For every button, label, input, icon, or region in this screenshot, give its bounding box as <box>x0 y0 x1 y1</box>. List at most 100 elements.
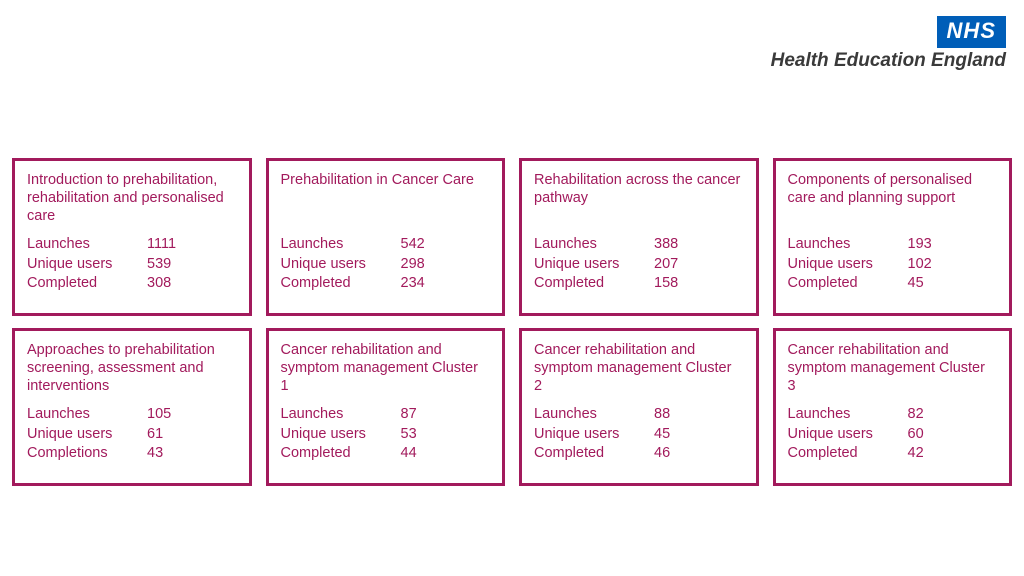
stat-value: 45 <box>908 274 998 294</box>
stat-label: Unique users <box>27 255 147 275</box>
stat-value: 82 <box>908 405 998 425</box>
stat-row: Completions43 <box>27 444 237 464</box>
stat-value: 88 <box>654 405 744 425</box>
stat-label: Launches <box>534 405 654 425</box>
stat-label: Completions <box>27 444 147 464</box>
stat-row: Launches193 <box>788 235 998 255</box>
card-title: Cancer rehabilitation and symptom manage… <box>788 341 998 397</box>
card-stats: Launches105Unique users61Completions43 <box>27 405 237 464</box>
card-title: Introduction to prehabilitation, rehabil… <box>27 171 237 227</box>
stat-row: Completed42 <box>788 444 998 464</box>
stat-row: Unique users102 <box>788 255 998 275</box>
stat-label: Launches <box>788 405 908 425</box>
stat-card: Cancer rehabilitation and symptom manage… <box>519 328 759 486</box>
stat-label: Completed <box>788 274 908 294</box>
stat-value: 60 <box>908 425 998 445</box>
stat-row: Unique users53 <box>281 425 491 445</box>
card-title: Approaches to prehabilitation screening,… <box>27 341 237 397</box>
stat-value: 158 <box>654 274 744 294</box>
stat-value: 43 <box>147 444 237 464</box>
stat-row: Launches388 <box>534 235 744 255</box>
stat-label: Completed <box>281 444 401 464</box>
stat-value: 542 <box>401 235 491 255</box>
stat-row: Launches82 <box>788 405 998 425</box>
nhs-logo: NHS <box>937 16 1006 48</box>
stat-label: Launches <box>788 235 908 255</box>
stat-row: Unique users298 <box>281 255 491 275</box>
stat-value: 105 <box>147 405 237 425</box>
stat-value: 87 <box>401 405 491 425</box>
stat-label: Completed <box>788 444 908 464</box>
stat-row: Unique users60 <box>788 425 998 445</box>
stat-label: Launches <box>281 405 401 425</box>
stat-label: Completed <box>281 274 401 294</box>
stat-label: Unique users <box>534 425 654 445</box>
card-stats: Launches82Unique users60Completed42 <box>788 405 998 464</box>
card-title: Prehabilitation in Cancer Care <box>281 171 491 227</box>
stat-row: Completed46 <box>534 444 744 464</box>
stat-card: Prehabilitation in Cancer Care Launches54… <box>266 158 506 316</box>
stat-card: Components of personalised care and plan… <box>773 158 1013 316</box>
stat-value: 44 <box>401 444 491 464</box>
stat-row: Completed45 <box>788 274 998 294</box>
stat-row: Unique users539 <box>27 255 237 275</box>
card-stats: Launches88Unique users45Completed46 <box>534 405 744 464</box>
stat-value: 207 <box>654 255 744 275</box>
card-stats: Launches1111Unique users539Completed308 <box>27 235 237 294</box>
stat-label: Launches <box>281 235 401 255</box>
card-title: Cancer rehabilitation and symptom manage… <box>281 341 491 397</box>
stat-value: 46 <box>654 444 744 464</box>
card-stats: Launches87Unique users53Completed44 <box>281 405 491 464</box>
header-subtitle: Health Education England <box>771 50 1006 72</box>
stat-value: 42 <box>908 444 998 464</box>
stat-label: Unique users <box>788 255 908 275</box>
stat-value: 388 <box>654 235 744 255</box>
stat-card: Rehabilitation across the cancer pathway… <box>519 158 759 316</box>
stat-card: Cancer rehabilitation and symptom manage… <box>773 328 1013 486</box>
stat-value: 53 <box>401 425 491 445</box>
card-title: Cancer rehabilitation and symptom manage… <box>534 341 744 397</box>
stat-label: Unique users <box>27 425 147 445</box>
card-stats: Launches542Unique users298Completed234 <box>281 235 491 294</box>
stat-value: 61 <box>147 425 237 445</box>
stat-row: Launches88 <box>534 405 744 425</box>
card-stats: Launches193Unique users102Completed45 <box>788 235 998 294</box>
stat-row: Unique users45 <box>534 425 744 445</box>
stat-row: Launches1111 <box>27 235 237 255</box>
stat-label: Unique users <box>281 255 401 275</box>
stat-row: Unique users207 <box>534 255 744 275</box>
card-title: Components of personalised care and plan… <box>788 171 998 227</box>
stat-row: Completed234 <box>281 274 491 294</box>
stat-label: Completed <box>534 274 654 294</box>
stat-row: Completed308 <box>27 274 237 294</box>
stat-value: 539 <box>147 255 237 275</box>
card-title: Rehabilitation across the cancer pathway <box>534 171 744 227</box>
stat-value: 45 <box>654 425 744 445</box>
stat-row: Launches542 <box>281 235 491 255</box>
stat-card: Approaches to prehabilitation screening,… <box>12 328 252 486</box>
page-header: NHS Health Education England <box>771 16 1006 72</box>
stat-card: Introduction to prehabilitation, rehabil… <box>12 158 252 316</box>
stat-value: 308 <box>147 274 237 294</box>
stat-label: Launches <box>534 235 654 255</box>
stat-row: Completed158 <box>534 274 744 294</box>
stat-label: Completed <box>534 444 654 464</box>
stat-value: 298 <box>401 255 491 275</box>
stat-row: Launches105 <box>27 405 237 425</box>
stat-value: 193 <box>908 235 998 255</box>
stat-label: Launches <box>27 235 147 255</box>
stat-label: Completed <box>27 274 147 294</box>
stat-row: Completed44 <box>281 444 491 464</box>
stat-value: 1111 <box>147 235 237 255</box>
cards-grid: Introduction to prehabilitation, rehabil… <box>12 158 1012 486</box>
stat-row: Launches87 <box>281 405 491 425</box>
stat-label: Unique users <box>534 255 654 275</box>
stat-label: Unique users <box>281 425 401 445</box>
stat-card: Cancer rehabilitation and symptom manage… <box>266 328 506 486</box>
stat-label: Launches <box>27 405 147 425</box>
stat-row: Unique users61 <box>27 425 237 445</box>
stat-value: 102 <box>908 255 998 275</box>
card-stats: Launches388Unique users207Completed158 <box>534 235 744 294</box>
stat-label: Unique users <box>788 425 908 445</box>
stat-value: 234 <box>401 274 491 294</box>
